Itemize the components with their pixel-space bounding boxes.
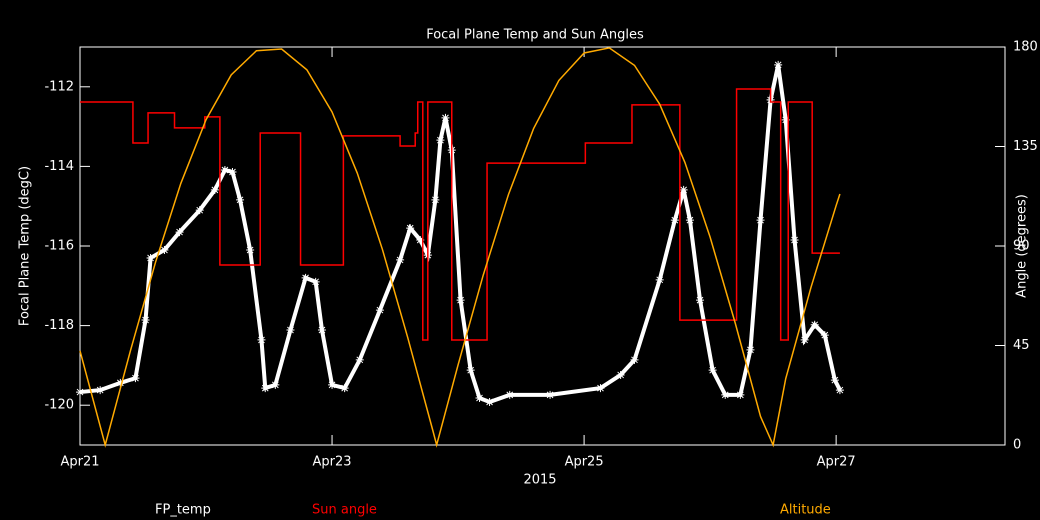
star-marker (436, 136, 445, 145)
star-marker (774, 60, 783, 69)
chart-title: Focal Plane Temp and Sun Angles (426, 28, 644, 43)
y-tick-label: -116 (44, 239, 74, 254)
star-marker (271, 380, 280, 389)
star-marker (800, 335, 809, 344)
star-marker (431, 195, 440, 204)
star-marker (746, 345, 755, 354)
star-marker (835, 386, 844, 395)
star-marker (131, 374, 140, 383)
star-marker (146, 253, 155, 262)
star-marker (756, 216, 765, 225)
star-marker (546, 390, 555, 399)
star-marker (655, 275, 664, 284)
y2-tick-label: 135 (1013, 139, 1038, 154)
star-marker (261, 384, 270, 393)
star-marker (328, 380, 337, 389)
y2-tick-label: 45 (1013, 338, 1030, 353)
star-marker (696, 296, 705, 305)
x-tick-label: Apr23 (313, 455, 352, 470)
star-marker (210, 185, 219, 194)
star-marker (375, 306, 384, 315)
y2-tick-label: 0 (1013, 438, 1021, 453)
y2-tick-label: 90 (1013, 239, 1030, 254)
x-axis-label: 2015 (523, 473, 556, 488)
y-tick-label: -114 (44, 159, 74, 174)
star-marker (685, 216, 694, 225)
star-marker (76, 388, 84, 397)
star-marker (396, 255, 405, 264)
star-marker (96, 386, 105, 395)
star-marker (781, 115, 790, 124)
y2-axis-label: Angle (degrees) (1015, 194, 1030, 298)
star-marker (790, 236, 799, 245)
plot-frame (79, 46, 1006, 446)
series-line (79, 64, 842, 405)
x-tick-label: Apr25 (565, 455, 604, 470)
y-tick-label: -118 (44, 318, 74, 333)
star-marker (485, 398, 494, 407)
star-marker (340, 384, 349, 393)
star-marker (466, 366, 475, 375)
star-marker (228, 167, 237, 176)
star-marker (257, 335, 266, 344)
y-axis-label: Focal Plane Temp (degC) (18, 166, 33, 326)
star-marker (160, 245, 169, 254)
star-marker (505, 390, 514, 399)
legend-label: Altitude (780, 503, 831, 518)
series-line (80, 88, 840, 341)
star-marker (679, 185, 688, 194)
star-marker (220, 165, 229, 174)
y2-tick-label: 180 (1013, 40, 1038, 55)
star-marker (301, 273, 310, 282)
star-marker (317, 325, 326, 334)
legend-label: FP_temp (155, 503, 211, 518)
star-marker (810, 320, 819, 329)
star-marker (236, 195, 245, 204)
star-marker (456, 296, 465, 305)
star-marker (175, 228, 184, 237)
star-marker (736, 390, 745, 399)
star-marker (475, 394, 484, 403)
x-tick-label: Apr27 (817, 455, 856, 470)
star-marker (311, 277, 320, 286)
star-marker (820, 331, 829, 340)
star-marker (116, 378, 125, 387)
star-marker (616, 370, 625, 379)
star-marker (630, 355, 639, 364)
star-marker (721, 390, 730, 399)
y-tick-label: -120 (44, 398, 74, 413)
star-marker (195, 206, 204, 215)
star-marker (830, 376, 839, 385)
star-marker (246, 245, 255, 254)
star-marker (355, 355, 364, 364)
star-marker (670, 216, 679, 225)
y-tick-label: -112 (44, 79, 74, 94)
star-marker (596, 384, 605, 393)
star-marker (416, 236, 425, 245)
star-marker (708, 366, 717, 375)
star-marker (141, 316, 150, 325)
x-tick-label: Apr21 (60, 455, 99, 470)
star-marker (441, 113, 450, 122)
series-line (79, 47, 841, 448)
legend-label: Sun angle (312, 503, 377, 518)
star-marker (406, 224, 415, 233)
star-marker (286, 325, 295, 334)
